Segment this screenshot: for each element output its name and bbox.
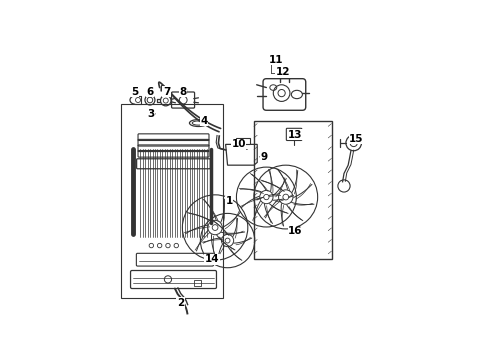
Text: 3: 3 — [147, 109, 155, 119]
Text: 13: 13 — [288, 130, 303, 140]
Text: 16: 16 — [288, 226, 303, 236]
Text: 1: 1 — [225, 196, 233, 206]
Text: 12: 12 — [276, 67, 290, 77]
Bar — [121, 104, 223, 298]
Text: 5: 5 — [132, 87, 139, 97]
Text: 15: 15 — [349, 134, 364, 144]
Text: 7: 7 — [163, 87, 170, 97]
Bar — [254, 121, 332, 260]
Text: 6: 6 — [147, 87, 153, 97]
Text: 10: 10 — [231, 139, 246, 149]
Text: 9: 9 — [260, 152, 267, 162]
Polygon shape — [225, 144, 257, 165]
Circle shape — [225, 238, 230, 243]
Text: 8: 8 — [180, 87, 187, 97]
Bar — [236, 138, 250, 144]
Bar — [195, 280, 201, 286]
Circle shape — [264, 194, 269, 200]
Circle shape — [212, 225, 218, 230]
Circle shape — [283, 194, 289, 200]
Text: 11: 11 — [269, 55, 283, 65]
Text: 2: 2 — [177, 298, 184, 308]
Text: 14: 14 — [205, 255, 220, 264]
Text: 4: 4 — [200, 116, 208, 126]
